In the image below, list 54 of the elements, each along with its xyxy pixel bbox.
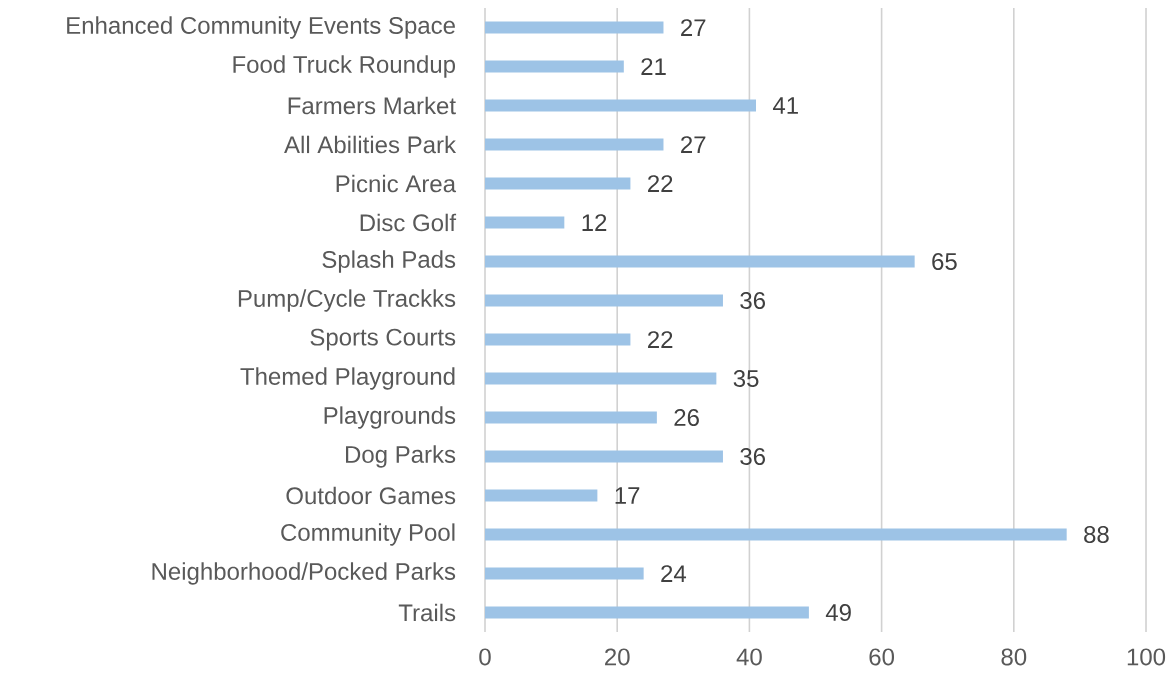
data-label: 21: [641, 58, 666, 75]
y-tick-label: Enhanced Community Events Space: [67, 16, 455, 39]
data-label: 49: [825, 604, 851, 621]
bar: [485, 489, 598, 502]
bar: [485, 60, 624, 73]
y-tick-label: Themed Playground: [240, 367, 455, 390]
y-tick-label: Sports Courts: [310, 328, 456, 351]
y-tick-label: Splash Pads: [322, 250, 456, 273]
y-tick-label: Community Pool: [281, 523, 455, 546]
data-label: 24: [661, 565, 687, 582]
x-tick-label: 20: [605, 648, 630, 666]
x-tick-label: 40: [736, 648, 762, 666]
bar: [485, 138, 664, 151]
y-tick-label: Dog Parks: [346, 445, 456, 468]
y-tick-label: Neighborhood/Pocked Parks: [152, 562, 456, 585]
data-label: 36: [740, 448, 765, 465]
data-label: 41: [772, 97, 798, 114]
bar: [485, 294, 723, 307]
bar: [485, 216, 565, 229]
y-tick-label: Playgrounds: [324, 406, 456, 429]
y-tick-label: Picnic Area: [336, 174, 457, 193]
data-label: 22: [648, 175, 673, 192]
x-tick-label: 100: [1127, 648, 1166, 666]
bar: [485, 333, 631, 346]
y-tick-label: Pump/Cycle Trackks: [238, 289, 456, 312]
y-tick-label: Farmers Market: [288, 96, 456, 115]
data-label: 17: [615, 487, 640, 504]
data-label: 12: [582, 214, 607, 231]
bar: [485, 255, 915, 268]
bar: [485, 21, 664, 34]
data-label: 35: [733, 370, 759, 387]
y-tick-label: Disc Golf: [360, 213, 457, 232]
bar: [485, 567, 644, 580]
data-label: 22: [648, 331, 673, 348]
bar: [485, 606, 809, 619]
data-label: 88: [1084, 526, 1109, 543]
bar: [485, 177, 631, 190]
x-tick-label: 0: [479, 648, 491, 666]
y-tick-label: Trails: [398, 603, 456, 622]
x-tick-label: 80: [1001, 648, 1027, 666]
data-label: 26: [674, 409, 699, 426]
bar: [485, 99, 757, 112]
y-tick-label: Food Truck Roundup: [233, 55, 456, 78]
y-tick-label: All Abilities Park: [284, 135, 457, 154]
data-label: 27: [681, 136, 706, 153]
bar: [485, 411, 657, 424]
bar: [485, 528, 1067, 541]
bar: [485, 450, 723, 463]
data-label: 27: [681, 19, 706, 36]
data-label: 65: [932, 253, 957, 270]
bar: [485, 372, 717, 385]
y-tick-label: Outdoor Games: [286, 486, 456, 505]
data-label: 36: [740, 292, 765, 309]
x-tick-label: 60: [869, 648, 895, 666]
